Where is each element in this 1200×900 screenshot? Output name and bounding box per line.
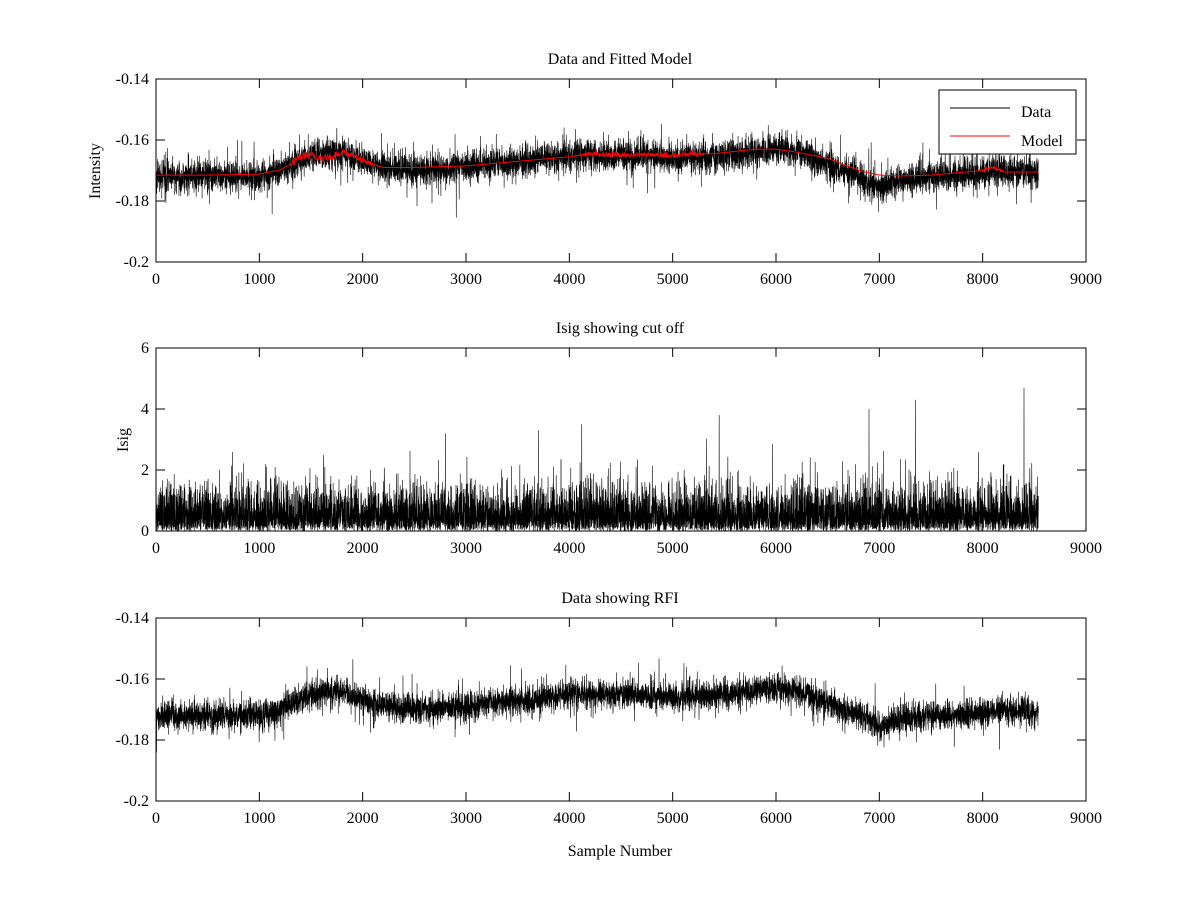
legend-label-model: Model bbox=[1021, 133, 1063, 150]
series-line-isig bbox=[156, 387, 1039, 531]
series-layer bbox=[156, 387, 1039, 531]
y-tick-label: -0.18 bbox=[116, 732, 149, 749]
x-tick-label: 2000 bbox=[347, 810, 379, 827]
x-tick-label: 1000 bbox=[243, 540, 275, 557]
legend-label-data: Data bbox=[1021, 104, 1051, 121]
x-tick-label: 0 bbox=[152, 810, 160, 827]
series-layer bbox=[156, 124, 1039, 218]
x-tick-label: 4000 bbox=[553, 540, 585, 557]
axes-layer: 0 1000 2000 3000 4000 5000 6000 7000 8000 9000 6 4 2… bbox=[141, 340, 1102, 557]
x-tick-label: 3000 bbox=[450, 810, 482, 827]
axes-layer: 0 1000 2000 3000 4000 5000 6000 7000 8000 9000 -0.… bbox=[116, 610, 1102, 827]
x-tick-label: 9000 bbox=[1070, 540, 1102, 557]
x-tick-label: 5000 bbox=[657, 271, 689, 288]
x-tick-label: 6000 bbox=[760, 271, 792, 288]
x-tick-label: 2000 bbox=[347, 271, 379, 288]
legend-box bbox=[938, 89, 1077, 155]
panel-title: Data and Fitted Model bbox=[548, 51, 693, 68]
panel-isig-showing-cut-off: Isig showing cut off Isig 0 1000 2000 3000 4… bbox=[115, 320, 1102, 557]
x-tick-label: 0 bbox=[152, 540, 160, 557]
x-tick-label: 8000 bbox=[967, 540, 999, 557]
axes-frame bbox=[155, 347, 1087, 532]
panel-data-showing-rfi: Data showing RFI Sample Number 0 1000 2000… bbox=[116, 590, 1102, 860]
x-tick-label: 0 bbox=[152, 271, 160, 288]
axes-layer: 0 1000 2000 3000 4000 5000 6000 7000 8000 9000 -0.… bbox=[116, 71, 1102, 288]
x-axis-label: Sample Number bbox=[568, 843, 673, 860]
series-line-model bbox=[156, 148, 1039, 177]
x-tick-label: 3000 bbox=[450, 540, 482, 557]
legend: Data Model bbox=[938, 89, 1077, 155]
x-tick-label: 5000 bbox=[657, 540, 689, 557]
panel-title: Isig showing cut off bbox=[556, 320, 685, 337]
y-tick-label: 0 bbox=[141, 523, 149, 540]
y-tick-label: -0.2 bbox=[124, 793, 149, 810]
panel-title: Data showing RFI bbox=[561, 590, 678, 607]
x-tick-label: 4000 bbox=[553, 810, 585, 827]
y-tick-label: -0.18 bbox=[116, 193, 149, 210]
y-tick-label: -0.14 bbox=[116, 71, 149, 88]
y-tick-label: -0.2 bbox=[124, 254, 149, 271]
axes-frame bbox=[155, 78, 1087, 263]
y-axis-label: Isig bbox=[115, 428, 132, 452]
y-tick-label: 6 bbox=[141, 340, 149, 357]
axes-frame bbox=[155, 617, 1087, 802]
x-tick-label: 1000 bbox=[243, 810, 275, 827]
y-tick-label: -0.16 bbox=[116, 132, 149, 149]
x-tick-label: 4000 bbox=[553, 271, 585, 288]
x-tick-label: 1000 bbox=[243, 271, 275, 288]
panel-data-and-fitted-model: Data and Fitted Model Intensity 0 1000 200… bbox=[87, 51, 1102, 288]
y-tick-label: 2 bbox=[141, 462, 149, 479]
x-tick-label: 8000 bbox=[967, 810, 999, 827]
x-tick-label: 6000 bbox=[760, 540, 792, 557]
series-line-data bbox=[156, 658, 1039, 753]
series-layer bbox=[156, 658, 1039, 753]
x-tick-label: 8000 bbox=[967, 271, 999, 288]
x-tick-label: 7000 bbox=[863, 810, 895, 827]
x-tick-label: 3000 bbox=[450, 271, 482, 288]
x-tick-label: 7000 bbox=[863, 271, 895, 288]
y-tick-label: -0.14 bbox=[116, 610, 149, 627]
x-tick-label: 9000 bbox=[1070, 271, 1102, 288]
x-tick-label: 9000 bbox=[1070, 810, 1102, 827]
y-tick-label: 4 bbox=[141, 401, 149, 418]
x-tick-label: 7000 bbox=[863, 540, 895, 557]
y-axis-label: Intensity bbox=[87, 143, 104, 199]
x-tick-label: 2000 bbox=[347, 540, 379, 557]
x-tick-label: 5000 bbox=[657, 810, 689, 827]
x-tick-label: 6000 bbox=[760, 810, 792, 827]
y-tick-label: -0.16 bbox=[116, 671, 149, 688]
